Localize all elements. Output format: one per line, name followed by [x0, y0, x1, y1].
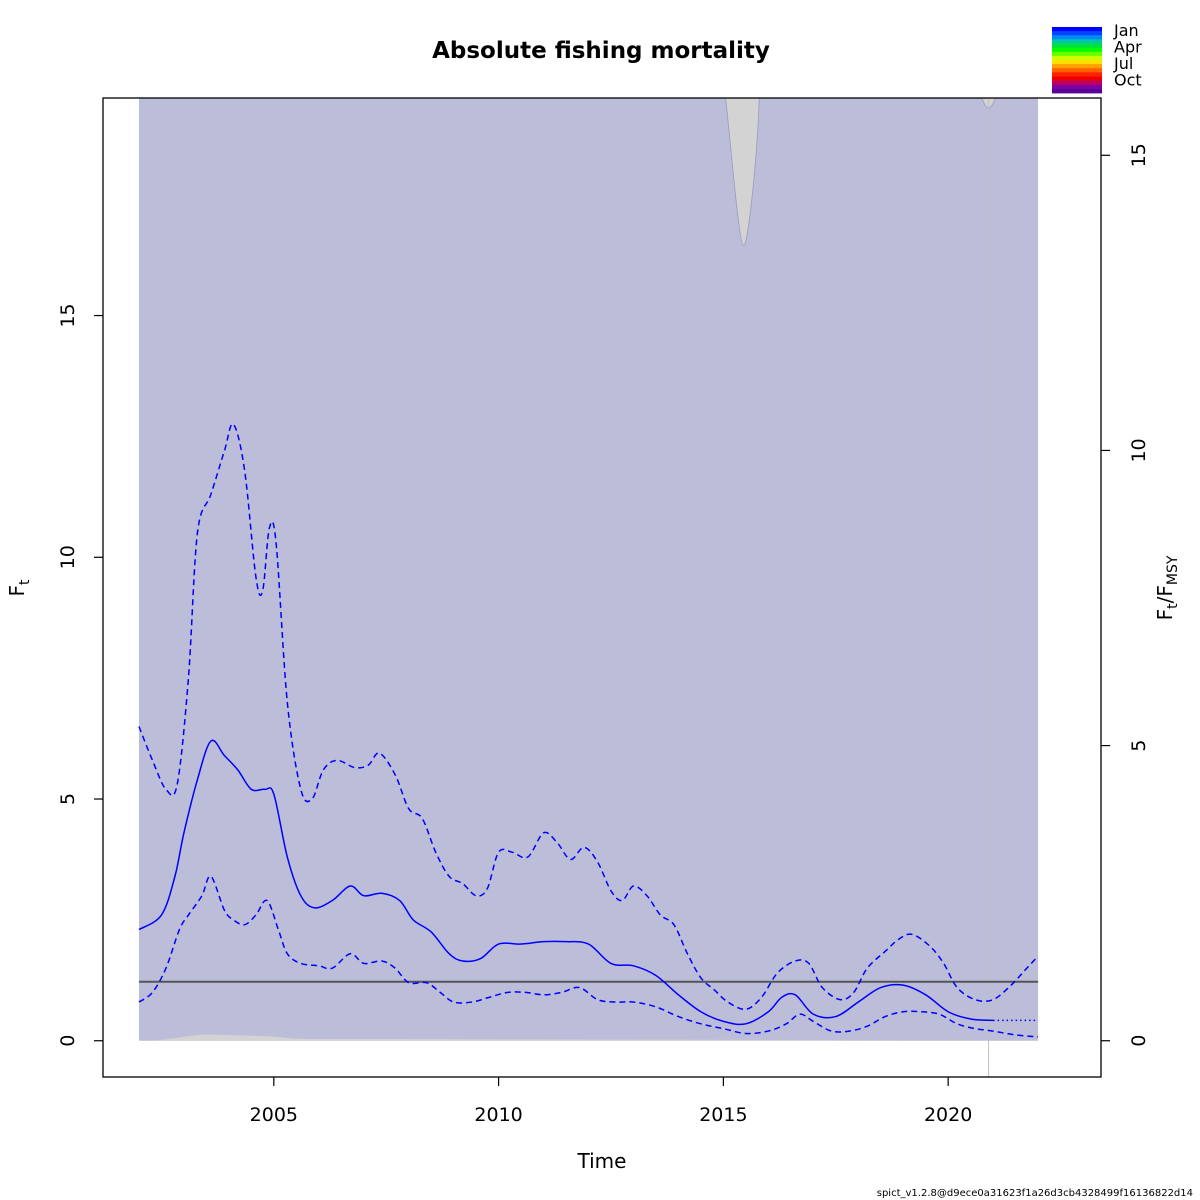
y2-tick-label: 15: [1128, 143, 1150, 167]
y-axis-label-main: F: [5, 585, 29, 597]
series-estimate-line: [138, 739, 994, 1026]
secondary-y-axis-label: Ft/FMSY: [1153, 555, 1181, 620]
legend-color-swatch: [1052, 27, 1102, 32]
y2-label-s2: MSY: [1165, 555, 1181, 585]
legend-color-swatch: [1052, 64, 1102, 69]
x-axis-label: Time: [577, 1149, 627, 1173]
y2-label-s1: t: [1165, 603, 1181, 609]
legend-month-label: Oct: [1114, 71, 1142, 90]
x-tick-label: 2020: [924, 1104, 972, 1126]
y2-label-f1: F: [1153, 609, 1177, 621]
y2-label-slash: /: [1153, 596, 1177, 603]
plot-area: [138, 98, 1039, 1077]
series-upper-ci-line: [138, 423, 1039, 1011]
footer-version-text: spict_v1.2.8@d9ece0a31623f1a26d3cb432849…: [877, 1188, 1193, 1199]
ci-band: [138, 98, 1039, 1041]
svg-text:Ft/FMSY: Ft/FMSY: [1153, 555, 1181, 620]
legend-color-swatch: [1052, 88, 1102, 94]
plot-frame: [102, 97, 1102, 1078]
legend-color-swatch: [1052, 80, 1102, 86]
legend-color-swatch: [1052, 51, 1102, 57]
series-lower-ci-line: [138, 875, 1039, 1038]
legend-month-label: Jul: [1113, 54, 1133, 73]
svg-text:Ft: Ft: [5, 579, 33, 597]
gray-spike-region: [725, 98, 760, 247]
x-tick-label: 2015: [699, 1104, 747, 1126]
secondary-y-axis: 0 5 10 15: [1101, 143, 1150, 1047]
x-tick-label: 2005: [250, 1104, 298, 1126]
legend-color-swatch: [1052, 84, 1102, 90]
chart-title: Absolute fishing mortality: [432, 38, 770, 64]
y-tick-label: 10: [57, 545, 79, 569]
legend-color-swatch: [1052, 60, 1102, 65]
legend-color-swatch: [1052, 47, 1102, 53]
y2-tick-label: 5: [1128, 740, 1150, 752]
legend-color-swatch: [1052, 76, 1102, 82]
y-axis-label-sub: t: [17, 579, 33, 585]
y-axis: 0 5 10 15: [57, 303, 103, 1047]
y-tick-label: 5: [57, 793, 79, 805]
legend-color-swatch: [1052, 35, 1102, 40]
legend-month-label: Jan: [1113, 21, 1139, 40]
legend-color-swatch: [1052, 72, 1102, 77]
legend-color-swatch: [1052, 43, 1102, 49]
y2-tick-label: 0: [1128, 1035, 1150, 1047]
y-tick-label: 15: [57, 303, 79, 327]
x-tick-label: 2010: [474, 1104, 522, 1126]
y2-label-f2: F: [1153, 585, 1177, 597]
legend-month-label: Apr: [1114, 38, 1142, 57]
legend-color-swatch: [1052, 68, 1102, 73]
legend-color-swatch: [1052, 39, 1102, 44]
y-axis-label: Ft: [5, 579, 33, 597]
legend-color-swatch: [1052, 31, 1102, 36]
legend-color-swatch: [1052, 55, 1102, 61]
gray-bottom-region: [138, 1034, 1039, 1041]
y-tick-label: 0: [57, 1035, 79, 1047]
y2-tick-label: 10: [1128, 438, 1150, 462]
x-axis: 2005 2010 2015 2020: [250, 1077, 972, 1126]
